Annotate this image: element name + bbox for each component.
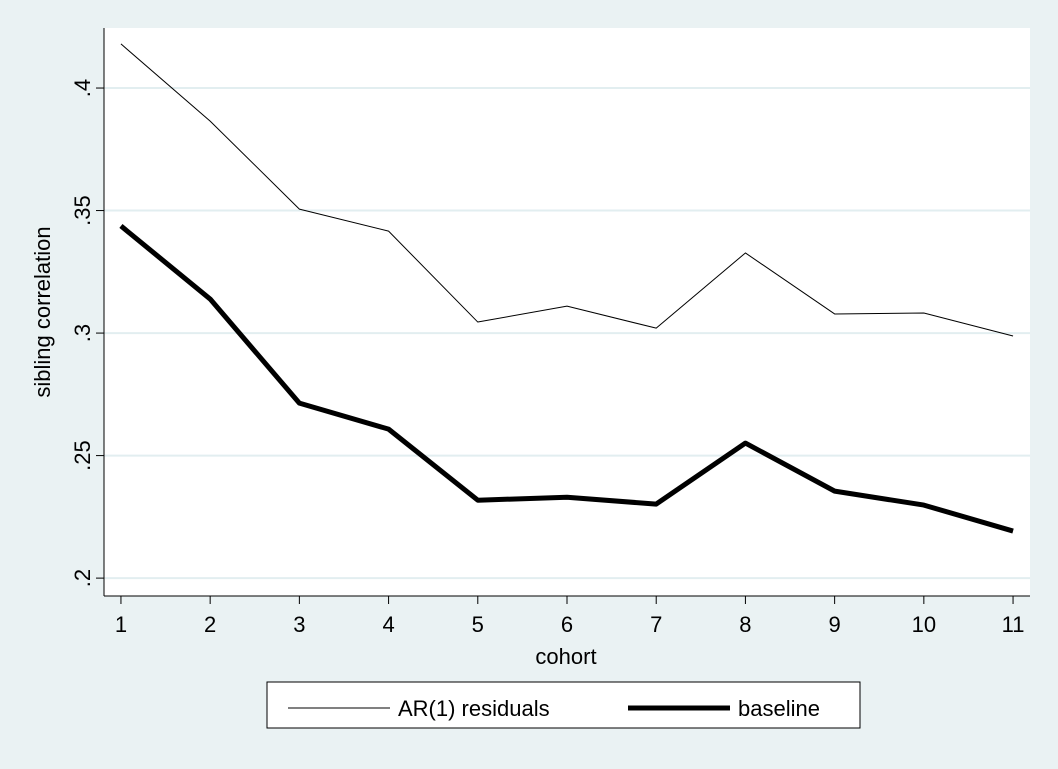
y-tick-label: .3 [70,324,95,342]
x-tick-label: 11 [1002,612,1025,637]
x-tick-label: 6 [561,612,573,637]
y-tick-label: .25 [70,440,95,471]
x-tick-label: 10 [912,612,936,637]
series-line [119,224,1014,534]
x-tick-label: 4 [382,612,394,637]
x-tick-label: 7 [650,612,662,637]
legend-label: AR(1) residuals [398,696,550,721]
y-axis-title: sibling correlation [30,226,55,397]
y-tick-label: .4 [70,79,95,97]
series-line [120,43,1014,337]
x-axis-title: cohort [535,644,596,669]
x-tick-label: 8 [739,612,751,637]
legend [266,681,861,729]
x-tick-label: 2 [204,612,216,637]
x-tick-label: 1 [115,612,127,637]
y-tick-label: .2 [70,569,95,587]
plot-area [104,28,1030,596]
legend-label: baseline [738,696,820,721]
x-tick-label: 3 [293,612,305,637]
y-tick-label: .35 [70,195,95,226]
x-tick-label: 9 [829,612,841,637]
x-tick-label: 5 [472,612,484,637]
